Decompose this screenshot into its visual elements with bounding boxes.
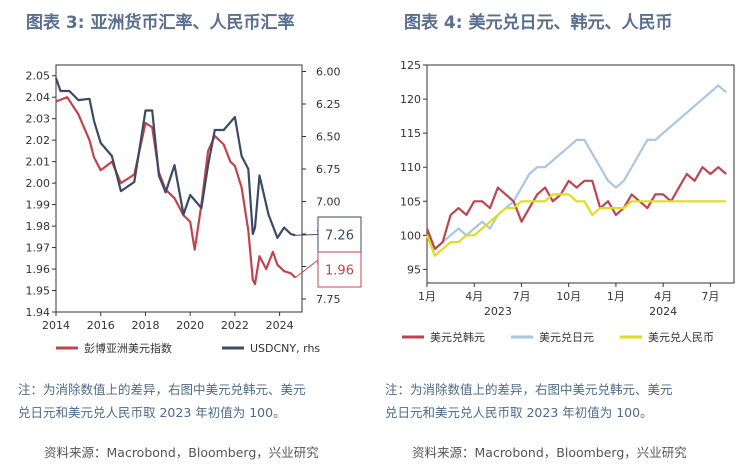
right-plot-frame xyxy=(426,64,735,284)
right-x-tick-label: 10月 xyxy=(556,290,581,303)
right-x-year-label: 2024 xyxy=(649,305,677,318)
left-note-line-2: 兑日元和美元兑人民币取 2023 年初值为 100。 xyxy=(18,405,286,420)
left-x-tick-label: 2022 xyxy=(221,319,249,332)
right-y-tick-label: 110 xyxy=(400,161,421,174)
left-y-tick-label: 2.00 xyxy=(26,177,51,190)
right-axis-tick-label: 7.00 xyxy=(316,196,341,209)
right-x-tick-label: 7月 xyxy=(512,290,530,303)
usdjpy-line xyxy=(426,84,727,250)
right-axis-tick-label: 6.00 xyxy=(316,66,341,79)
usdcny-line xyxy=(54,77,296,239)
right-y-tick-label: 95 xyxy=(407,263,421,276)
usdcny-callout-box xyxy=(317,216,362,253)
asia-dollar-index-line xyxy=(55,96,297,286)
usdcny-rebased-line xyxy=(425,193,727,257)
left-plot-frame xyxy=(55,64,303,313)
asia-index-callout-box xyxy=(317,251,362,288)
left-y-tick-label: 2.02 xyxy=(26,134,51,147)
left-y-tick-label: 1.95 xyxy=(26,285,51,298)
legend-usdjpy-label: 美元兑日元 xyxy=(539,330,594,344)
legend-label-usdcny: USDCNY, rhs xyxy=(250,342,320,355)
right-note-line-1: 注：为消除数值上的差异，右图中美元兑韩元、美元 xyxy=(385,382,673,397)
right-y-tick-label: 120 xyxy=(400,93,421,106)
left-chart-title: 图表 3: 亚洲货币汇率、人民币汇率 xyxy=(26,13,295,33)
asia-index-callout-leader xyxy=(294,259,319,279)
right-y-tick-label: 115 xyxy=(400,127,421,140)
usdcny-callout-leader xyxy=(295,234,319,236)
left-y-tick-label: 2.01 xyxy=(26,156,51,169)
left-x-tick-label: 2016 xyxy=(87,319,115,332)
right-y-tick-label: 100 xyxy=(400,229,421,242)
left-y-tick-label: 1.94 xyxy=(26,306,51,319)
usdkrw-line xyxy=(425,166,727,250)
left-y-tick-label: 2.05 xyxy=(26,70,51,83)
left-x-tick-label: 2014 xyxy=(42,319,70,332)
left-note: 注：为消除数值上的差异，右图中美元兑韩元、美元 兑日元和美元兑人民币取 2023… xyxy=(18,378,306,424)
right-axis-tick-label: 7.75 xyxy=(316,293,341,306)
left-y-tick-label: 1.98 xyxy=(26,220,51,233)
right-note-line-2: 兑日元和美元兑人民币取 2023 年初值为 100。 xyxy=(385,405,653,420)
right-x-year-label: 2023 xyxy=(484,305,512,318)
legend-usdkrw-label: 美元兑韩元 xyxy=(430,330,485,344)
legend-label-asia-index: 彭博亚洲美元指数 xyxy=(84,341,172,355)
left-y-tick-label: 1.97 xyxy=(26,242,51,255)
right-x-tick-label: 1月 xyxy=(418,290,436,303)
right-axis-tick-label: 6.75 xyxy=(316,163,341,176)
right-y-tick-label: 105 xyxy=(400,195,421,208)
left-x-tick-label: 2018 xyxy=(131,319,159,332)
asia-index-callout-label: 1.96 xyxy=(325,264,354,279)
right-x-tick-label: 4月 xyxy=(654,290,672,303)
left-x-tick-label: 2024 xyxy=(266,319,294,332)
right-axis-tick-label: 6.25 xyxy=(316,98,341,111)
legend-usdcny-label: 美元兑人民币 xyxy=(648,330,714,344)
left-x-tick-label: 2020 xyxy=(176,319,204,332)
left-y-tick-label: 2.03 xyxy=(26,113,51,126)
right-y-tick-label: 125 xyxy=(400,59,421,72)
right-axis-tick-label: 6.50 xyxy=(316,131,341,144)
left-y-tick-label: 1.96 xyxy=(26,263,51,276)
right-chart-title: 图表 4: 美元兑日元、韩元、人民币 xyxy=(404,13,673,33)
usdcny-callout-label: 7.26 xyxy=(325,229,354,244)
right-x-tick-label: 7月 xyxy=(701,290,719,303)
right-note: 注：为消除数值上的差异，右图中美元兑韩元、美元 兑日元和美元兑人民币取 2023… xyxy=(385,378,673,424)
right-source: 资料来源：Macrobond，Bloomberg，兴业研究 xyxy=(412,445,687,460)
right-x-tick-label: 4月 xyxy=(465,290,483,303)
left-y-tick-label: 2.04 xyxy=(26,91,51,104)
left-source: 资料来源：Macrobond，Bloomberg，兴业研究 xyxy=(44,445,319,460)
left-y-tick-label: 1.99 xyxy=(26,199,51,212)
left-note-line-1: 注：为消除数值上的差异，右图中美元兑韩元、美元 xyxy=(18,382,306,397)
right-x-tick-label: 1月 xyxy=(607,290,625,303)
